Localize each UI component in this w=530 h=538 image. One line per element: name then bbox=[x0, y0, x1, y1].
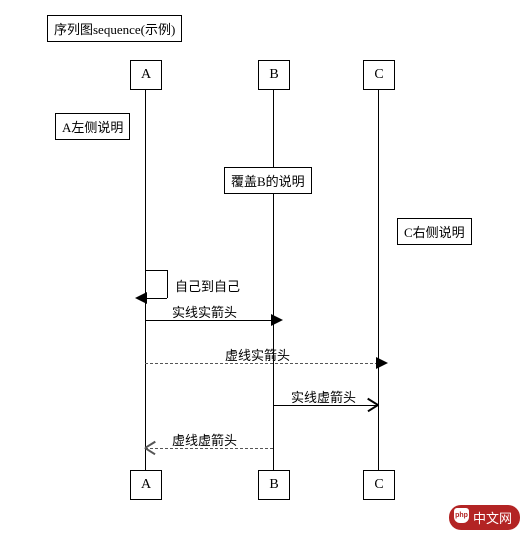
participant-b-label: B bbox=[269, 67, 278, 82]
note-right-c-text: C右侧说明 bbox=[404, 225, 465, 240]
note-left-a-text: A左侧说明 bbox=[62, 120, 123, 135]
watermark-text: 中文网 bbox=[473, 511, 512, 526]
message-self-a-label: 自己到自己 bbox=[175, 276, 240, 295]
arrow-icon bbox=[376, 357, 388, 369]
participant-c-bottom-label: C bbox=[374, 477, 383, 492]
participant-b-bottom: B bbox=[258, 470, 290, 500]
participant-a-label: A bbox=[141, 67, 151, 82]
sequence-diagram: 序列图sequence(示例) A B C A左侧说明 覆盖B的说明 C右侧说明… bbox=[0, 0, 530, 538]
participant-c-bottom: C bbox=[363, 470, 395, 500]
arrow-icon bbox=[145, 442, 157, 454]
note-left-a: A左侧说明 bbox=[55, 113, 130, 140]
lifeline-b bbox=[273, 88, 274, 470]
participant-c-top: C bbox=[363, 60, 395, 90]
diagram-title: 序列图sequence(示例) bbox=[47, 15, 182, 42]
lifeline-c bbox=[378, 88, 379, 470]
participant-b-top: B bbox=[258, 60, 290, 90]
watermark-badge: 中文网 bbox=[449, 505, 520, 530]
message-b-to-a-label: 虚线虚箭头 bbox=[172, 430, 237, 449]
participant-b-bottom-label: B bbox=[269, 477, 278, 492]
arrow-icon bbox=[135, 292, 147, 304]
message-a-to-b-label: 实线实箭头 bbox=[172, 302, 237, 321]
message-a-to-c-label: 虚线实箭头 bbox=[225, 345, 290, 364]
note-over-b-text: 覆盖B的说明 bbox=[231, 174, 305, 189]
participant-a-top: A bbox=[130, 60, 162, 90]
note-right-c: C右侧说明 bbox=[397, 218, 472, 245]
message-b-to-c-label: 实线虚箭头 bbox=[291, 387, 356, 406]
participant-c-label: C bbox=[374, 67, 383, 82]
message-self-a bbox=[145, 270, 167, 298]
participant-a-bottom-label: A bbox=[141, 477, 151, 492]
diagram-title-text: 序列图sequence(示例) bbox=[54, 22, 175, 37]
arrow-icon bbox=[271, 314, 283, 326]
arrow-icon bbox=[366, 399, 378, 411]
participant-a-bottom: A bbox=[130, 470, 162, 500]
note-over-b: 覆盖B的说明 bbox=[224, 167, 312, 194]
